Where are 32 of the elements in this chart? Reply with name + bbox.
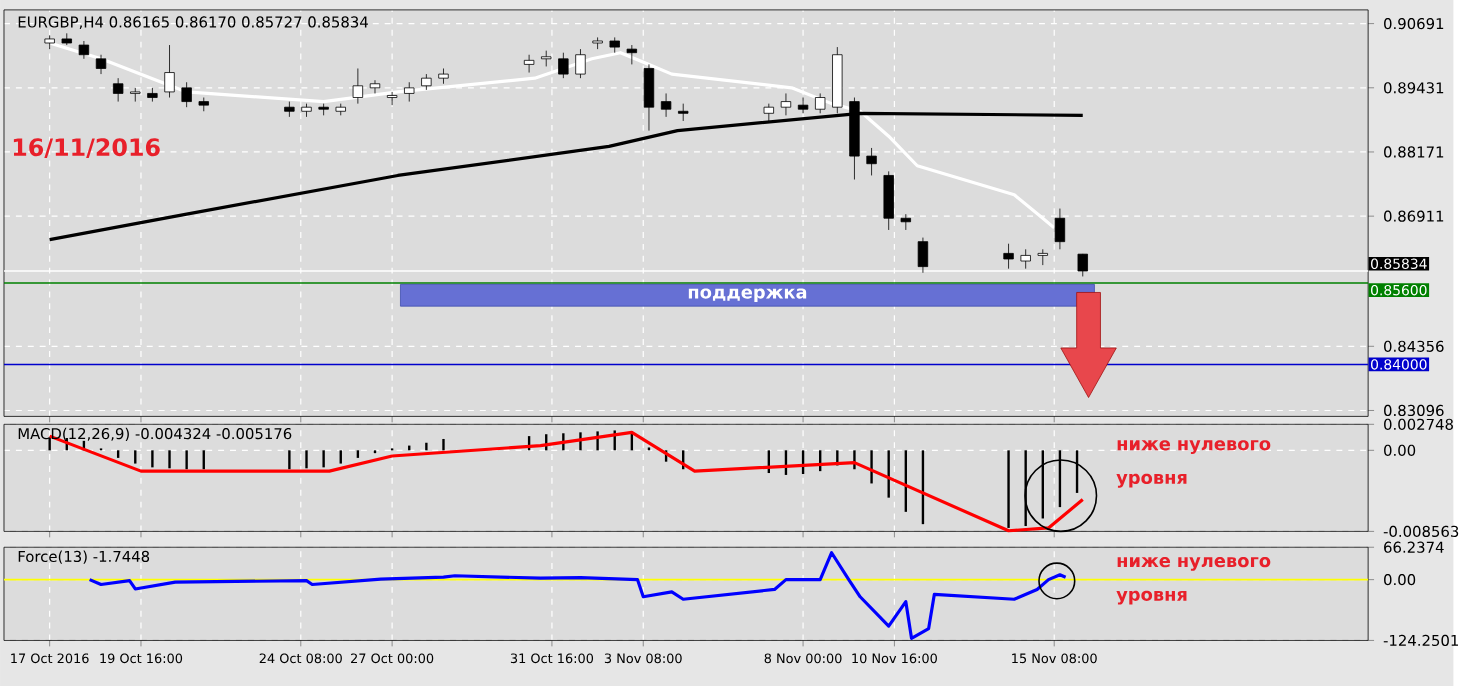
candlestick — [558, 52, 569, 79]
candlestick — [626, 44, 638, 65]
candlestick — [1054, 208, 1066, 250]
candlestick — [78, 40, 90, 60]
candlestick — [900, 213, 911, 231]
candlestick — [352, 68, 364, 105]
candlestick — [130, 87, 141, 102]
candlestick — [660, 93, 672, 118]
annotation: ниже нулевого уровня — [1116, 440, 1271, 488]
candlestick — [1077, 253, 1088, 277]
candlestick — [917, 237, 929, 274]
candlestick — [575, 48, 586, 79]
candlestick — [95, 54, 107, 75]
candlestick — [369, 79, 381, 94]
line-series — [88, 551, 1068, 640]
candlestick — [1037, 248, 1048, 266]
candlestick — [678, 103, 689, 122]
annotation: поддержка — [688, 288, 807, 303]
candlestick — [866, 147, 877, 176]
candlestick — [404, 81, 415, 102]
candlestick — [643, 64, 655, 132]
candlestick — [797, 97, 809, 114]
candlestick — [1003, 243, 1014, 270]
candlestick — [386, 91, 398, 106]
annotation: 16/11/2016 — [13, 138, 160, 159]
candlestick — [541, 50, 552, 67]
candlestick — [112, 77, 124, 102]
candlestick — [523, 54, 535, 73]
candlestick — [181, 81, 192, 108]
annotation: ниже нулевого уровня — [1116, 557, 1271, 605]
candlestick — [780, 93, 792, 116]
candlestick — [883, 170, 894, 231]
